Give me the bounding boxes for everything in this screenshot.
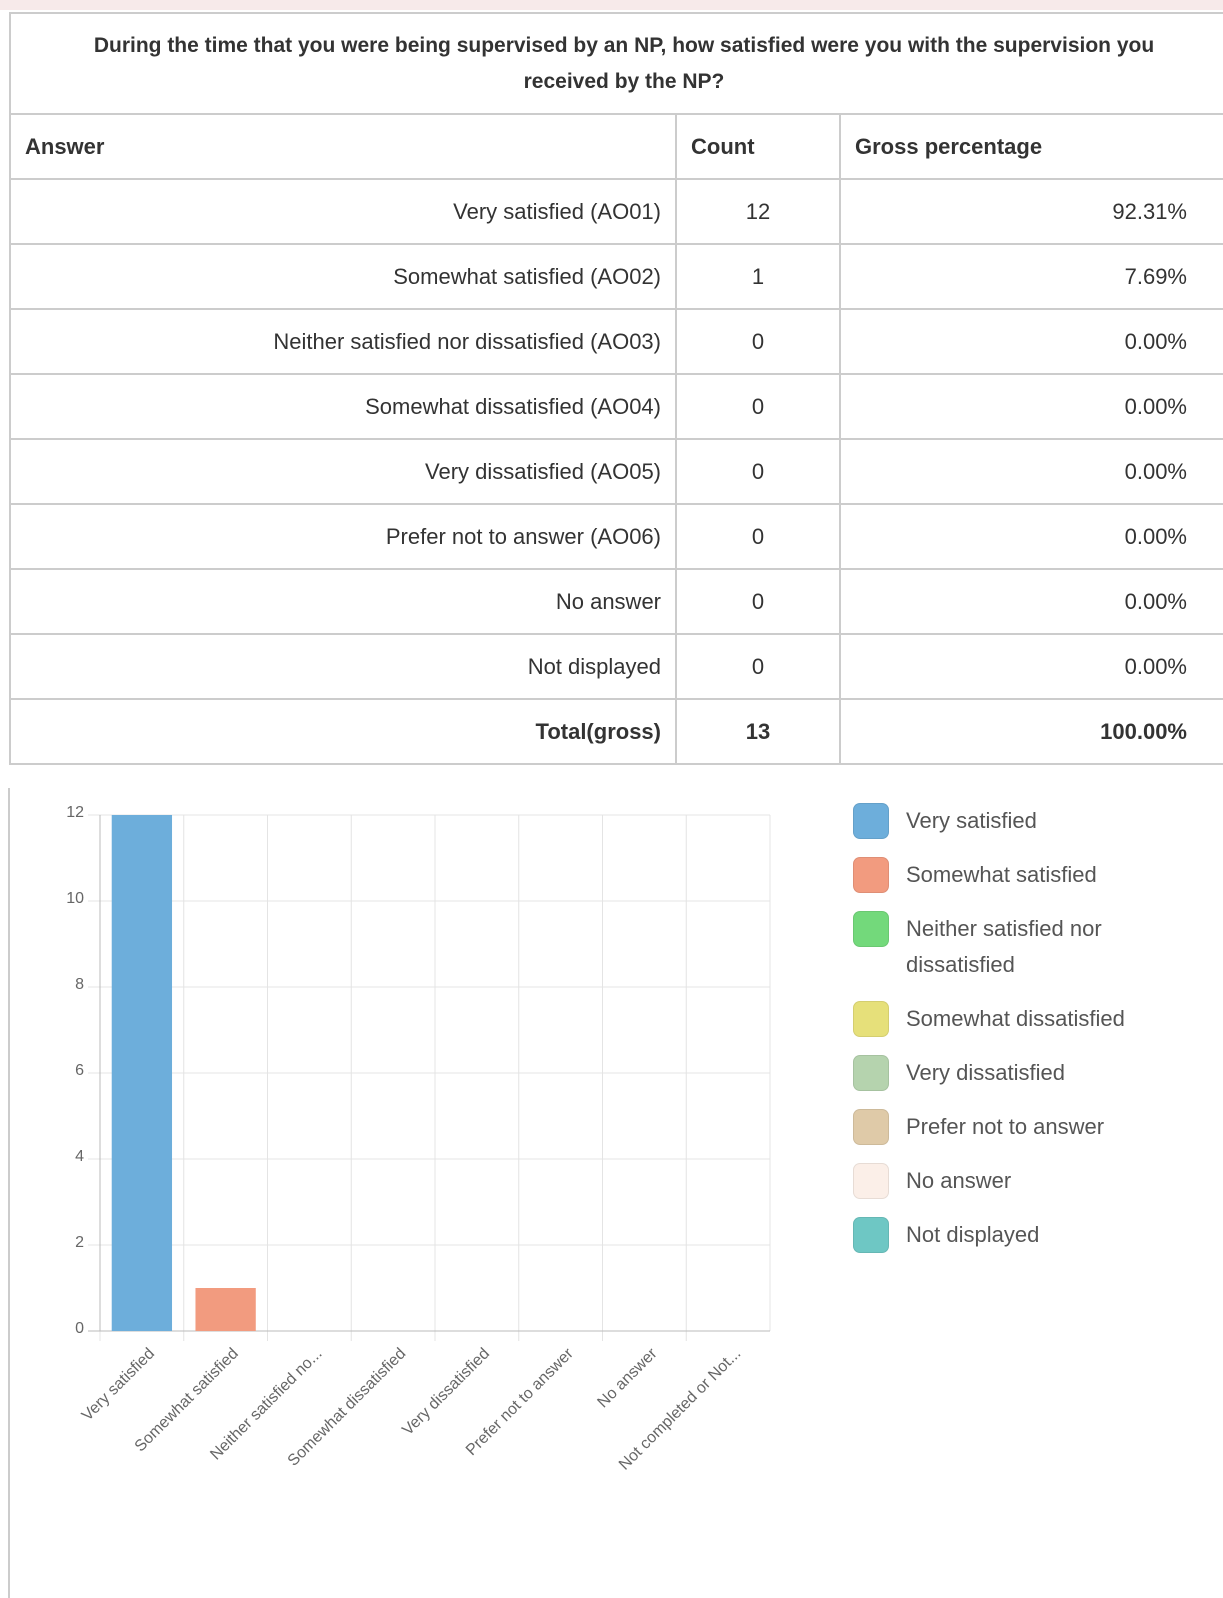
y-tick-label: 8	[75, 976, 84, 993]
legend-swatch	[853, 1163, 889, 1199]
legend-item: No answer	[853, 1163, 1136, 1199]
legend-item: Prefer not to answer	[853, 1109, 1136, 1145]
legend-label: Neither satisfied nor dissatisfied	[906, 916, 1102, 977]
row: Very dissatisfied (AO05) 0 0.00%	[9, 438, 1223, 505]
bar	[111, 815, 173, 1331]
row: Prefer not to answer (AO06) 0 0.00%	[9, 503, 1223, 570]
y-tick-label: 4	[75, 1148, 84, 1165]
cell: 12	[675, 178, 841, 245]
cell: Very satisfied (AO01)	[9, 178, 677, 245]
header: Gross percentage	[839, 113, 1223, 180]
legend-label: No answer	[906, 1168, 1012, 1193]
row: Somewhat satisfied (AO02) 1 7.69%	[9, 243, 1223, 310]
legend-swatch	[853, 1001, 889, 1037]
legend-item: Very dissatisfied	[853, 1055, 1136, 1091]
top-bar	[0, 0, 1223, 10]
cell: 100.00%	[839, 698, 1223, 765]
cell: 0	[675, 308, 841, 375]
cell: Not displayed	[9, 633, 677, 700]
legend-item: Not displayed	[853, 1217, 1136, 1253]
cell: Very dissatisfied (AO05)	[9, 438, 677, 505]
legend-item: Neither satisfied nor dissatisfied	[853, 911, 1136, 983]
cell: Neither satisfied nor dissatisfied (AO03…	[9, 308, 677, 375]
legend: Very satisfied Somewhat satisfied Neither …	[853, 803, 1153, 1271]
y-tick-label: 0	[75, 1320, 84, 1337]
header: Answer	[9, 113, 677, 180]
legend-swatch	[853, 911, 889, 947]
bar	[195, 1288, 256, 1331]
row: Neither satisfied nor dissatisfied (AO03…	[9, 308, 1223, 375]
question-title: During the time that you were being supe…	[9, 12, 1223, 115]
legend-item: Somewhat dissatisfied	[853, 1001, 1136, 1037]
cell: 7.69%	[839, 243, 1223, 310]
x-tick-label: Very dissatisfied	[399, 1345, 493, 1439]
total-row: Total(gross) 13 100.00%	[9, 698, 1223, 765]
cell: 0	[675, 373, 841, 440]
legend-swatch	[853, 1217, 889, 1253]
legend-swatch	[853, 803, 889, 839]
cell: 0.00%	[839, 633, 1223, 700]
legend-label: Very satisfied	[906, 808, 1037, 833]
cell: 0.00%	[839, 373, 1223, 440]
cell: 0	[675, 568, 841, 635]
cell: Prefer not to answer (AO06)	[9, 503, 677, 570]
legend-label: Somewhat dissatisfied	[906, 1006, 1125, 1031]
x-tick-label: Very satisfied	[79, 1345, 158, 1424]
y-tick-label: 2	[75, 1234, 84, 1251]
legend-label: Very dissatisfied	[906, 1060, 1065, 1085]
legend-swatch	[853, 857, 889, 893]
y-tick-label: 10	[66, 890, 84, 907]
row: Very satisfied (AO01) 12 92.31%	[9, 178, 1223, 245]
x-tick-label: No answer	[594, 1345, 661, 1412]
cell: Total(gross)	[9, 698, 677, 765]
stats-table: During the time that you were being supe…	[9, 12, 1223, 765]
row: Not displayed 0 0.00%	[9, 633, 1223, 700]
legend-swatch	[853, 1055, 889, 1091]
cell: 0.00%	[839, 308, 1223, 375]
legend-swatch	[853, 1109, 889, 1145]
legend-item: Very satisfied	[853, 803, 1136, 839]
legend-label: Not displayed	[906, 1222, 1040, 1247]
cell: No answer	[9, 568, 677, 635]
cell: 0	[675, 633, 841, 700]
cell: 0	[675, 438, 841, 505]
cell: 13	[675, 698, 841, 765]
legend-label: Prefer not to answer	[906, 1114, 1105, 1139]
cell: Somewhat dissatisfied (AO04)	[9, 373, 677, 440]
cell: Somewhat satisfied (AO02)	[9, 243, 677, 310]
legend-label: Somewhat satisfied	[906, 862, 1097, 887]
cell: 0.00%	[839, 503, 1223, 570]
legend-item: Somewhat satisfied	[853, 857, 1136, 893]
y-tick-label: 6	[75, 1062, 84, 1079]
cell: 0	[675, 503, 841, 570]
cell: 0.00%	[839, 438, 1223, 505]
cell: 92.31%	[839, 178, 1223, 245]
row: Somewhat dissatisfied (AO04) 0 0.00%	[9, 373, 1223, 440]
cell: 1	[675, 243, 841, 310]
cell: 0.00%	[839, 568, 1223, 635]
header: Count	[675, 113, 841, 180]
y-tick-label: 12	[66, 804, 84, 821]
row: No answer 0 0.00%	[9, 568, 1223, 635]
